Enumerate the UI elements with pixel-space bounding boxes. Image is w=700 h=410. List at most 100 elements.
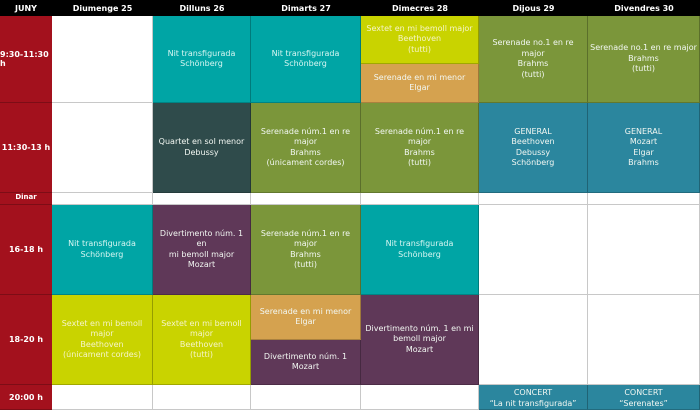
empty-cell <box>52 16 153 103</box>
time-slot-label: Dinar <box>0 193 52 205</box>
event-text-line: Sextet en mi bemoll <box>161 318 242 328</box>
event-block[interactable]: Nit transfigurada Schönberg <box>153 16 251 103</box>
empty-cell <box>588 205 700 295</box>
event-text-line: Beethoven <box>179 339 224 349</box>
event-text-line: Brahms <box>517 59 549 68</box>
event-text-line: Serenade no.1 en re major <box>492 38 574 58</box>
header-corner: JUNY <box>0 0 52 16</box>
empty-cell <box>52 193 153 205</box>
event-text-line: Schönberg <box>511 158 555 167</box>
event-text-line: Nit transfigurada <box>271 48 340 58</box>
event-text-line: (únicament cordes) <box>266 158 345 167</box>
day-header: Dilluns 26 <box>153 0 251 16</box>
event-text-line: CONCERT <box>513 388 553 397</box>
event-block[interactable]: Serenade núm.1 en re major Brahms (únicame… <box>251 103 361 193</box>
event-block[interactable]: GENERAL Mozart Elgar Brahms <box>588 103 700 193</box>
event-block[interactable]: Serenade núm.1 en re major Brahms (tutti) <box>361 103 479 193</box>
empty-cell <box>361 385 479 410</box>
empty-cell <box>588 193 700 205</box>
empty-cell <box>479 193 588 205</box>
event-text-line: Brahms <box>628 158 659 167</box>
event-text-line: Serenade núm.1 en re major <box>374 126 465 147</box>
event-text-line: Nit transfigurada <box>68 239 136 248</box>
event-block[interactable]: Serenade no.1 en re major Brahms (tutti) <box>588 16 700 103</box>
event-text-line: Serenade no.1 en re major <box>590 43 697 53</box>
event-text-line: Mozart <box>405 344 434 354</box>
event-block[interactable]: CONCERT “La nit transfigurada” <box>479 385 588 410</box>
event-text-line: (tutti) <box>190 350 213 359</box>
event-block[interactable]: Sextet en mi bemoll major Beethoven (tutti) <box>153 295 251 385</box>
event-text-line: Serenade en mi menor <box>259 306 352 316</box>
event-text-line: Brahms <box>290 147 321 157</box>
event-text-line: Brahms <box>290 249 321 259</box>
event-block[interactable]: Serenade en mi menor Elgar <box>251 295 361 340</box>
event-text-line: Elgar <box>633 147 654 157</box>
event-text-line: “Serenates” <box>619 398 668 408</box>
time-slot-label: 18-20 h <box>0 295 52 385</box>
event-text-line: Sextet en mi bemoll major <box>61 318 143 339</box>
event-block[interactable]: Serenade en mi menor Elgar <box>361 64 479 103</box>
event-block[interactable]: Divertimento núm. 1 Mozart <box>251 340 361 385</box>
event-text-line: Brahms <box>628 53 659 63</box>
event-text-line: (tutti) <box>408 158 431 167</box>
event-text-line: Mozart <box>629 137 658 146</box>
event-block[interactable]: Nit transfigurada Schönberg <box>52 205 153 295</box>
event-block[interactable]: Serenade no.1 en re major Brahms (tutti) <box>479 16 588 103</box>
empty-cell <box>153 193 251 205</box>
event-block[interactable]: Serenade núm.1 en re major Brahms (tutti) <box>251 205 361 295</box>
event-text-line: Elgar <box>295 317 316 326</box>
event-text-line: Debussy <box>184 147 219 157</box>
time-slot-label: 16-18 h <box>0 205 52 295</box>
day-header: Dimecres 28 <box>361 0 479 16</box>
event-block[interactable]: Nit transfigurada Schönberg <box>361 205 479 295</box>
empty-cell <box>479 205 588 295</box>
empty-cell <box>153 385 251 410</box>
event-block[interactable]: Quartet en sol menor Debussy <box>153 103 251 193</box>
event-text-line: bemoll major <box>393 334 446 344</box>
event-text-line: Elgar <box>409 83 430 92</box>
event-text-line: Divertimento núm. 1 en <box>159 228 244 249</box>
day-header: Dijous 29 <box>479 0 588 16</box>
empty-cell <box>588 295 700 385</box>
day-header: Dimarts 27 <box>251 0 361 16</box>
event-text-line: Mozart <box>291 362 320 371</box>
event-text-line: (tutti) <box>294 260 317 269</box>
event-text-line: Beethoven <box>80 339 124 349</box>
day-header: Diumenge 25 <box>52 0 153 16</box>
event-block[interactable]: Sextet en mi bemoll major Beethoven (única… <box>52 295 153 385</box>
event-text-line: Brahms <box>404 147 435 157</box>
event-block[interactable]: GENERAL Beethoven Debussy Schönberg <box>479 103 588 193</box>
event-text-line: Serenade en mi menor <box>373 72 466 82</box>
event-text-line: CONCERT <box>624 388 663 397</box>
event-block[interactable]: Sextet en mi bemoll major Beethoven (tutti… <box>361 16 479 64</box>
time-slot-label: 11:30-13 h <box>0 103 52 193</box>
event-text-line: Divertimento núm. 1 en mi <box>365 323 474 333</box>
event-text-line: Beethoven <box>397 34 442 44</box>
event-text-line: (únicament cordes) <box>63 350 141 359</box>
event-text-line: Schönberg <box>180 59 223 68</box>
event-text-line: “La nit transfigurada” <box>489 398 577 408</box>
empty-cell <box>361 193 479 205</box>
event-text-line: Schönberg <box>80 249 124 259</box>
empty-cell <box>52 103 153 193</box>
event-text-line: Mozart <box>187 260 216 269</box>
event-text-line: Schönberg <box>398 249 441 259</box>
event-text-line: (tutti) <box>408 44 431 54</box>
event-text-line: (tutti) <box>521 69 545 79</box>
event-block[interactable]: CONCERT “Serenates” <box>588 385 700 410</box>
event-text-line: Serenade núm.1 en re major <box>260 228 351 249</box>
empty-cell <box>251 193 361 205</box>
event-text-line: Beethoven <box>511 137 555 146</box>
empty-cell <box>479 295 588 385</box>
event-text-line: (tutti) <box>632 64 655 74</box>
empty-cell <box>251 385 361 410</box>
event-block[interactable]: Nit transfigurada Schönberg <box>251 16 361 103</box>
event-text-line: GENERAL <box>514 126 552 136</box>
event-text-line: Divertimento núm. 1 <box>263 351 348 361</box>
event-text-line: Quartet en sol menor <box>158 137 245 146</box>
event-block[interactable]: Divertimento núm. 1 en mi bemoll major Moz… <box>153 205 251 295</box>
event-block[interactable]: Divertimento núm. 1 en mi bemoll major Moz… <box>361 295 479 385</box>
event-text-line: major <box>189 329 214 338</box>
event-text-line: GENERAL <box>624 126 663 136</box>
event-text-line: Schönberg <box>284 59 327 68</box>
